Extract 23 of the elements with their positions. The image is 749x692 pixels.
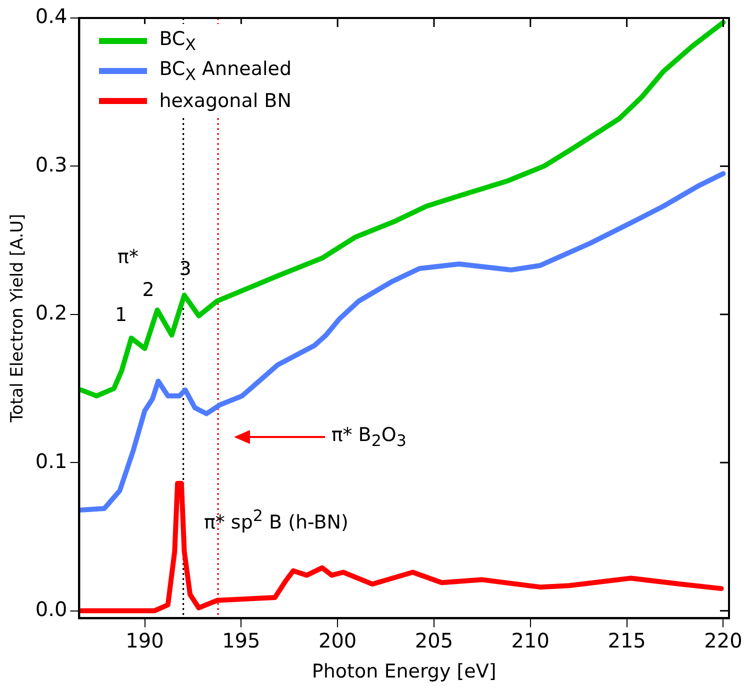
- x-tick-label: 220: [704, 628, 742, 652]
- x-tick-label: 215: [608, 628, 646, 652]
- x-tick-label: 205: [414, 628, 454, 652]
- legend-label: hexagonal BN: [159, 90, 292, 112]
- annotation: 3: [179, 258, 192, 280]
- annotation: π* sp$^{2}$ B (h-BN): [204, 506, 348, 534]
- y-tick-label: 0.3: [35, 152, 68, 176]
- annotation: 2: [142, 278, 154, 301]
- annotation: 1: [114, 304, 128, 326]
- y-tick-label: 0.4: [35, 4, 68, 28]
- x-tick-label: 190: [126, 628, 164, 652]
- y-tick-label: 0.1: [35, 448, 68, 473]
- legend-label: BC$_{X}$ Annealed: [159, 58, 292, 84]
- y-tick-label: 0.0: [35, 596, 68, 621]
- y-tick-label: 0.2: [35, 300, 68, 325]
- x-tick-label: 200: [318, 628, 357, 652]
- x-tick-label: 195: [222, 628, 260, 652]
- legend-label: BC$_{X}$: [159, 28, 196, 54]
- annotation: π*: [118, 246, 138, 268]
- annotation: π* B$_{2}$O$_{3}$: [331, 424, 406, 450]
- x-axis-title: Photon Energy [eV]: [312, 660, 496, 683]
- y-axis-title: Total Electron Yield [A.U]: [8, 214, 28, 424]
- x-tick-label: 210: [511, 628, 550, 652]
